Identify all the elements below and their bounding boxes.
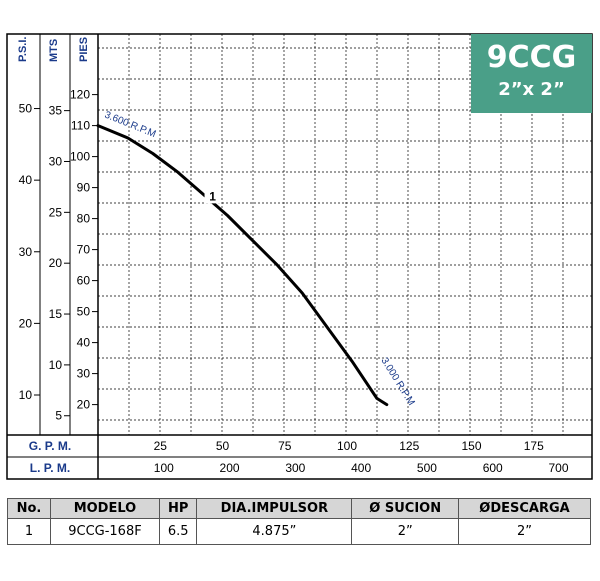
psi-tick-label: 10: [19, 388, 33, 402]
lpm-tick-label: 700: [548, 461, 568, 475]
gpm-tick-label: 150: [461, 439, 481, 453]
header-sucion: Ø SUCION: [351, 498, 460, 519]
pies-tick-label: 30: [77, 367, 91, 381]
mts-tick-label: 35: [49, 104, 63, 118]
gpm-tick-label: 25: [154, 439, 168, 453]
psi-tick-label: 20: [19, 316, 33, 330]
cell-no: 1: [7, 518, 51, 545]
cell-dia-impulsor: 4.875”: [196, 518, 353, 545]
mts-tick-label: 25: [49, 205, 63, 219]
lpm-axis-label: L. P. M.: [30, 461, 70, 475]
psi-tick-label: 40: [19, 173, 33, 187]
gpm-tick-label: 50: [216, 439, 230, 453]
model-size: 2”x 2”: [498, 79, 565, 100]
pies-tick-label: 70: [77, 243, 91, 257]
cell-sucion: 2”: [351, 518, 460, 545]
mts-tick-label: 10: [49, 358, 63, 372]
curve-number-label: 1: [209, 189, 216, 203]
rpm-label-start: 3.600 R.P.M: [103, 110, 157, 141]
mts-axis-label: MTS: [48, 39, 60, 62]
model-name: 9CCG: [486, 40, 577, 75]
lpm-tick-label: 200: [220, 461, 240, 475]
psi-axis-label: P.S.I.: [17, 37, 29, 62]
pies-tick-label: 100: [70, 150, 90, 164]
cell-descarga: 2”: [458, 518, 591, 545]
pump-curve-chart: P.S.I. MTS PIES203040506070809010011012051…: [6, 33, 593, 480]
psi-tick-label: 30: [19, 245, 33, 259]
lpm-tick-label: 400: [351, 461, 371, 475]
lpm-tick-label: 100: [154, 461, 174, 475]
header-modelo: MODELO: [49, 498, 160, 519]
pies-tick-label: 90: [77, 181, 91, 195]
header-no: No.: [7, 498, 51, 519]
pump-curve-line: [96, 124, 389, 407]
pies-tick-label: 50: [77, 305, 91, 319]
mts-tick-label: 5: [55, 409, 62, 423]
pies-tick-label: 80: [77, 212, 91, 226]
gpm-tick-label: 75: [278, 439, 292, 453]
pies-tick-label: 40: [77, 336, 91, 350]
mts-tick-label: 30: [49, 154, 63, 168]
pies-axis-label: PIES: [78, 37, 90, 62]
header-hp: HP: [158, 498, 198, 519]
cell-modelo: 9CCG-168F: [49, 518, 160, 545]
rpm-label-end: 3.000 R.P.M: [378, 356, 416, 408]
model-badge: 9CCG 2”x 2”: [471, 34, 592, 113]
pies-tick-label: 20: [77, 398, 91, 412]
pies-tick-label: 120: [70, 88, 90, 102]
chart-frame: [6, 33, 593, 480]
lpm-tick-label: 600: [483, 461, 503, 475]
table-row: 1 9CCG-168F 6.5 4.875” 2” 2”: [7, 518, 591, 545]
pies-tick-label: 110: [71, 119, 90, 133]
gpm-tick-label: 125: [399, 439, 419, 453]
cell-hp: 6.5: [158, 518, 198, 545]
header-descarga: ØDESCARGA: [458, 498, 591, 519]
spec-header-row: No. MODELO HP DIA.IMPULSOR Ø SUCION ØDES…: [7, 498, 591, 519]
psi-tick-label: 50: [19, 102, 33, 116]
gpm-tick-label: 175: [524, 439, 544, 453]
mts-tick-label: 15: [49, 307, 63, 321]
gpm-axis-label: G. P. M.: [29, 439, 71, 453]
pies-tick-label: 60: [77, 274, 91, 288]
lpm-tick-label: 300: [285, 461, 305, 475]
gpm-tick-label: 100: [337, 439, 357, 453]
header-dia-impulsor: DIA.IMPULSOR: [196, 498, 353, 519]
curve-number-bg: [204, 187, 221, 204]
lpm-tick-label: 500: [417, 461, 437, 475]
mts-tick-label: 20: [49, 256, 63, 270]
spec-table: No. MODELO HP DIA.IMPULSOR Ø SUCION ØDES…: [7, 498, 591, 545]
